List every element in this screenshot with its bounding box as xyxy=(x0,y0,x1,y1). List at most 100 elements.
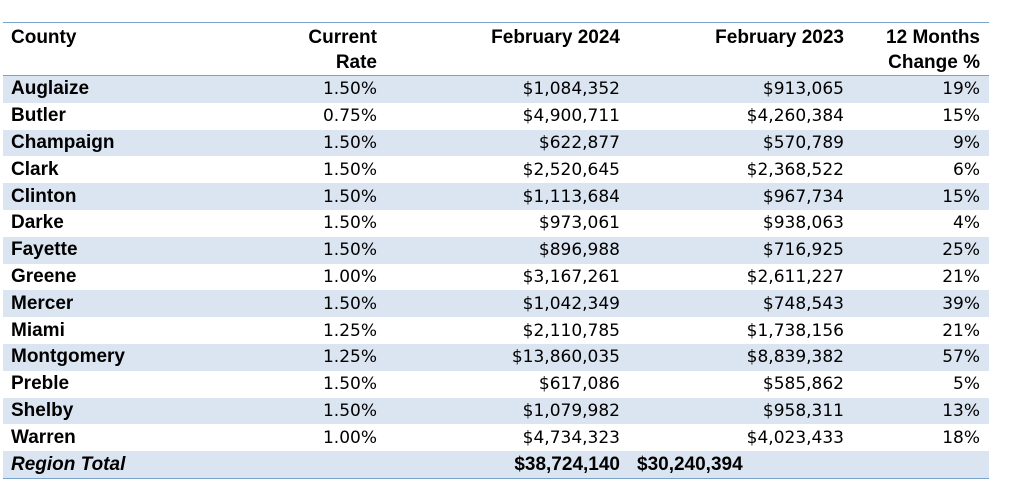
table-row: Clinton 1.50% $1,113,684 $967,734 15% xyxy=(3,183,989,210)
cell-feb2023: $913,065 xyxy=(629,75,853,103)
table-row: Darke 1.50% $973,061 $938,063 4% xyxy=(3,210,989,237)
cell-county: Mercer xyxy=(3,290,203,318)
cell-rate: 1.50% xyxy=(322,374,377,395)
cell-county: Butler xyxy=(11,105,66,127)
cell-change: 39% xyxy=(853,290,989,318)
header-current-rate-line1: Current xyxy=(308,27,377,48)
header-row: County Current Rate February 2024 Februar… xyxy=(3,22,989,76)
region-total-rate xyxy=(203,451,386,479)
cell-county: Miami xyxy=(11,319,65,341)
table-row: Champaign 1.50% $622,877 $570,789 9% xyxy=(3,129,989,157)
table-row: Butler 0.75% $4,900,711 $4,260,384 15% xyxy=(3,103,989,130)
cell-change: 15% xyxy=(853,183,989,210)
cell-county: Shelby xyxy=(3,397,203,425)
cell-feb2023: $585,862 xyxy=(762,374,844,395)
table-row: Preble 1.50% $617,086 $585,862 5% xyxy=(3,371,989,398)
cell-rate: 0.75% xyxy=(322,106,377,127)
cell-rate: 1.50% xyxy=(203,290,386,318)
header-current-rate: Current Rate xyxy=(203,22,386,76)
cell-change: 19% xyxy=(853,75,989,103)
table-row: Warren 1.00% $4,734,323 $4,023,433 18% xyxy=(3,424,989,451)
cell-feb2024: $13,860,035 xyxy=(386,343,629,371)
cell-rate: 1.50% xyxy=(203,183,386,210)
cell-county: Warren xyxy=(11,426,76,448)
cell-feb2023: $967,734 xyxy=(629,183,853,210)
header-change-line2: Change % xyxy=(888,52,980,73)
cell-feb2024: $617,086 xyxy=(538,374,620,395)
cell-county: Auglaize xyxy=(3,75,203,103)
cell-feb2023: $570,789 xyxy=(629,129,853,157)
cell-feb2023: $4,023,433 xyxy=(746,427,844,448)
cell-county: Montgomery xyxy=(3,343,203,371)
header-12-months-change: 12 Months Change % xyxy=(853,22,989,76)
sales-tax-table: County Current Rate February 2024 Februar… xyxy=(3,22,989,479)
region-total-row: Region Total $38,724,140 $30,240,394 xyxy=(3,451,989,479)
cell-feb2024: $2,520,645 xyxy=(522,159,620,180)
cell-change: 13% xyxy=(853,397,989,425)
cell-feb2024: $4,734,323 xyxy=(522,427,620,448)
cell-feb2023: $8,839,382 xyxy=(629,343,853,371)
cell-feb2023: $958,311 xyxy=(629,397,853,425)
cell-change: 18% xyxy=(942,427,980,448)
table-body: Auglaize 1.50% $1,084,352 $913,065 19% Butler… xyxy=(3,75,989,452)
header-february-2023: February 2023 xyxy=(629,22,853,76)
cell-county: Preble xyxy=(11,373,70,395)
cell-change: 57% xyxy=(853,343,989,371)
region-total-change xyxy=(853,451,989,479)
header-february-2024: February 2024 xyxy=(386,22,629,76)
cell-county: Clinton xyxy=(3,183,203,210)
cell-feb2024: $622,877 xyxy=(386,129,629,157)
table-row: Auglaize 1.50% $1,084,352 $913,065 19% xyxy=(3,75,989,103)
cell-change: 21% xyxy=(942,266,980,287)
cell-change: 21% xyxy=(942,320,980,341)
cell-rate: 1.25% xyxy=(203,343,386,371)
table-row: Mercer 1.50% $1,042,349 $748,543 39% xyxy=(3,290,989,318)
cell-rate: 1.50% xyxy=(203,236,386,264)
cell-feb2023: $2,611,227 xyxy=(746,266,844,287)
header-current-rate-line2: Rate xyxy=(335,52,377,73)
cell-rate: 1.25% xyxy=(322,320,377,341)
cell-feb2024: $1,042,349 xyxy=(386,290,629,318)
cell-feb2024: $3,167,261 xyxy=(522,266,620,287)
cell-change: 6% xyxy=(953,159,980,180)
cell-rate: 1.50% xyxy=(203,129,386,157)
cell-change: 5% xyxy=(953,374,980,395)
table-row: Montgomery 1.25% $13,860,035 $8,839,382 57% xyxy=(3,343,989,371)
cell-county: Darke xyxy=(11,212,64,234)
cell-rate: 1.00% xyxy=(322,427,377,448)
cell-feb2023: $938,063 xyxy=(762,213,844,234)
cell-county: Champaign xyxy=(3,129,203,157)
cell-change: 4% xyxy=(953,213,980,234)
header-change-line1: 12 Months xyxy=(886,27,980,48)
cell-rate: 1.50% xyxy=(322,159,377,180)
cell-change: 25% xyxy=(853,236,989,264)
cell-feb2024: $1,084,352 xyxy=(386,75,629,103)
region-total-label: Region Total xyxy=(3,451,203,479)
cell-change: 15% xyxy=(942,106,980,127)
cell-county: Fayette xyxy=(3,236,203,264)
cell-county: Clark xyxy=(11,158,59,180)
cell-feb2024: $896,988 xyxy=(386,236,629,264)
table-row: Greene 1.00% $3,167,261 $2,611,227 21% xyxy=(3,264,989,291)
table-row: Fayette 1.50% $896,988 $716,925 25% xyxy=(3,236,989,264)
header-county: County xyxy=(3,22,203,76)
cell-feb2023: $2,368,522 xyxy=(746,159,844,180)
table-row: Shelby 1.50% $1,079,982 $958,311 13% xyxy=(3,397,989,425)
region-total-feb2024: $38,724,140 xyxy=(386,451,629,479)
cell-feb2023: $716,925 xyxy=(629,236,853,264)
cell-feb2023: $4,260,384 xyxy=(746,106,844,127)
cell-feb2024: $1,113,684 xyxy=(386,183,629,210)
region-total-feb2023: $30,240,394 xyxy=(629,451,853,479)
cell-feb2024: $2,110,785 xyxy=(522,320,620,341)
cell-feb2023: $748,543 xyxy=(629,290,853,318)
cell-feb2023: $1,738,156 xyxy=(746,320,844,341)
cell-feb2024: $973,061 xyxy=(538,213,620,234)
cell-rate: 1.50% xyxy=(203,75,386,103)
cell-rate: 1.00% xyxy=(322,266,377,287)
cell-rate: 1.50% xyxy=(322,213,377,234)
cell-county: Greene xyxy=(11,265,77,287)
cell-change: 9% xyxy=(853,129,989,157)
cell-rate: 1.50% xyxy=(203,397,386,425)
table-row: Miami 1.25% $2,110,785 $1,738,156 21% xyxy=(3,317,989,344)
cell-feb2024: $1,079,982 xyxy=(386,397,629,425)
